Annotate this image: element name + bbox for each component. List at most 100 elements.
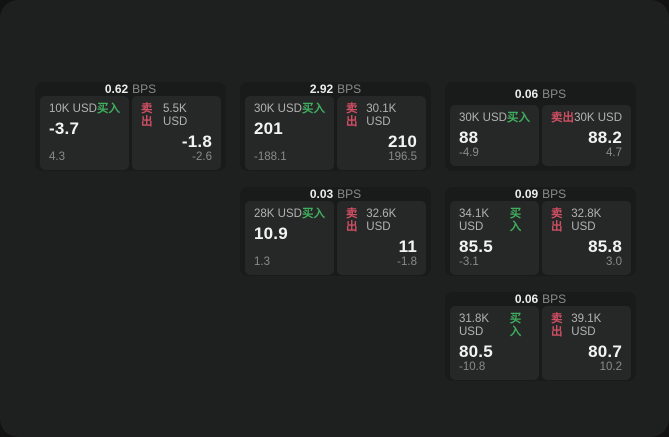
buy-price: 88	[459, 128, 479, 147]
sell-amount: 5.5K USD	[163, 103, 188, 128]
buy-amount: 31.8K USD	[459, 313, 490, 338]
sell-price: 210	[388, 132, 417, 151]
quote-card: 0.62 BPS 10K USD 买入 -3.7 4.3 卖出 5.5K USD…	[35, 82, 226, 171]
sell-delta: 10.2	[599, 361, 622, 373]
spread-bps-unit: BPS	[542, 187, 567, 201]
quote-cells: 31.8K USD 买入 80.5 -10.8 卖出 39.1K USD 80.…	[450, 306, 631, 380]
buy-quote-cell[interactable]: 30K USD 买入 201 -188.1	[245, 96, 334, 170]
sell-price: 88.2	[588, 128, 622, 147]
sell-quote-cell[interactable]: 卖出 32.8K USD 85.8 3.0	[542, 201, 631, 275]
buy-cell-top: 30K USD 买入	[254, 103, 325, 116]
sell-cell-top: 卖出 30K USD	[551, 112, 622, 125]
buy-amount: 30K USD	[459, 112, 507, 124]
sell-price: 80.7	[588, 342, 622, 361]
buy-delta: 4.3	[49, 151, 65, 163]
quote-card: 0.06 BPS 30K USD 买入 88 -4.9 卖出 30K USD 8…	[445, 82, 636, 171]
buy-amount: 10K USD	[49, 103, 97, 115]
spread-bps-unit: BPS	[337, 187, 362, 201]
buy-price: 85.5	[459, 237, 493, 256]
quote-cells: 10K USD 买入 -3.7 4.3 卖出 5.5K USD -1.8 -2.…	[40, 96, 221, 170]
sell-delta: -2.6	[192, 151, 212, 163]
quote-cells: 34.1K USD 买入 85.5 -3.1 卖出 32.8K USD 85.8…	[450, 201, 631, 275]
spread-bps-value: 0.62	[104, 82, 129, 96]
buy-side-label: 买入	[507, 112, 530, 124]
card-header: 2.92 BPS	[240, 82, 431, 96]
spread-bps-unit: BPS	[337, 82, 362, 96]
quote-card: 0.03 BPS 28K USD 买入 10.9 1.3 卖出 32.6K US…	[240, 187, 431, 276]
buy-cell-top: 10K USD 买入	[49, 103, 120, 116]
sell-quote-cell[interactable]: 卖出 39.1K USD 80.7 10.2	[542, 306, 631, 380]
spread-bps-value: 0.06	[514, 86, 539, 101]
sell-quote-cell[interactable]: 卖出 32.6K USD 11 -1.8	[337, 201, 426, 275]
buy-cell-top: 28K USD 买入	[254, 208, 325, 221]
card-header: 0.62 BPS	[35, 82, 226, 96]
sell-amount: 32.8K USD	[571, 208, 602, 233]
sell-cell-top: 卖出 39.1K USD	[551, 313, 622, 339]
buy-price: 201	[254, 119, 283, 138]
card-header: 0.09 BPS	[445, 187, 636, 201]
quote-cells: 30K USD 买入 201 -188.1 卖出 30.1K USD 210 1…	[245, 96, 426, 170]
card-header: 0.06 BPS	[445, 292, 636, 306]
sell-quote-cell[interactable]: 卖出 30.1K USD 210 196.5	[337, 96, 426, 170]
sell-cell-top: 卖出 30.1K USD	[346, 103, 417, 129]
sell-cell-top: 卖出 32.6K USD	[346, 208, 417, 234]
buy-amount: 30K USD	[254, 103, 302, 115]
buy-delta: -10.8	[459, 361, 486, 373]
sell-amount: 39.1K USD	[571, 313, 602, 338]
sell-delta: -1.8	[397, 256, 417, 268]
quote-card: 0.09 BPS 34.1K USD 买入 85.5 -3.1 卖出 32.8K…	[445, 187, 636, 276]
sell-cell-top: 卖出 5.5K USD	[141, 103, 212, 129]
buy-quote-cell[interactable]: 34.1K USD 买入 85.5 -3.1	[450, 201, 539, 275]
buy-amount: 34.1K USD	[459, 208, 490, 233]
sell-amount: 32.6K USD	[366, 208, 397, 233]
sell-amount: 30K USD	[574, 112, 622, 124]
buy-price: 80.5	[459, 342, 493, 361]
quote-cells: 30K USD 买入 88 -4.9 卖出 30K USD 88.2 4.7	[450, 105, 631, 166]
sell-quote-cell[interactable]: 卖出 30K USD 88.2 4.7	[542, 105, 631, 166]
card-header: 0.06 BPS	[445, 82, 636, 105]
quote-cells: 28K USD 买入 10.9 1.3 卖出 32.6K USD 11 -1.8	[245, 201, 426, 275]
sell-delta: 4.7	[606, 147, 622, 159]
buy-price: -3.7	[49, 119, 80, 138]
spread-bps-value: 2.92	[309, 82, 334, 96]
quote-card: 2.92 BPS 30K USD 买入 201 -188.1 卖出 30.1K …	[240, 82, 431, 171]
spread-bps-unit: BPS	[542, 292, 567, 306]
buy-cell-top: 31.8K USD 买入	[459, 313, 530, 339]
buy-side-label: 买入	[302, 208, 325, 220]
buy-amount: 28K USD	[254, 208, 302, 220]
spread-bps-unit: BPS	[132, 82, 157, 96]
buy-quote-cell[interactable]: 30K USD 买入 88 -4.9	[450, 105, 539, 166]
buy-side-label: 买入	[97, 103, 120, 115]
sell-side-label: 卖出	[346, 103, 358, 128]
sell-side-label: 卖出	[346, 208, 358, 233]
spread-bps-value: 0.09	[514, 187, 539, 201]
buy-side-label: 买入	[509, 313, 522, 338]
sell-side-label: 卖出	[551, 208, 563, 233]
sell-amount: 30.1K USD	[366, 103, 397, 128]
buy-delta: -4.9	[459, 147, 479, 159]
buy-cell-top: 34.1K USD 买入	[459, 208, 530, 234]
sell-delta: 196.5	[388, 151, 417, 163]
buy-delta: -3.1	[459, 256, 479, 268]
sell-price: -1.8	[181, 132, 212, 151]
quote-grid: 0.62 BPS 10K USD 买入 -3.7 4.3 卖出 5.5K USD…	[35, 82, 636, 381]
spread-bps-value: 0.03	[309, 187, 334, 201]
sell-cell-top: 卖出 32.8K USD	[551, 208, 622, 234]
buy-quote-cell[interactable]: 28K USD 买入 10.9 1.3	[245, 201, 334, 275]
buy-cell-top: 30K USD 买入	[459, 112, 530, 125]
sell-side-label: 卖出	[141, 103, 153, 128]
sell-side-label: 卖出	[551, 313, 563, 338]
spread-bps-value: 0.06	[514, 292, 539, 306]
sell-quote-cell[interactable]: 卖出 5.5K USD -1.8 -2.6	[132, 96, 221, 170]
buy-quote-cell[interactable]: 10K USD 买入 -3.7 4.3	[40, 96, 129, 170]
buy-delta: -188.1	[254, 151, 287, 163]
spread-bps-unit: BPS	[542, 86, 567, 101]
quote-card: 0.06 BPS 31.8K USD 买入 80.5 -10.8 卖出 39.1…	[445, 292, 636, 381]
card-header: 0.03 BPS	[240, 187, 431, 201]
buy-price: 10.9	[254, 224, 288, 243]
sell-price: 11	[398, 237, 417, 256]
buy-delta: 1.3	[254, 256, 270, 268]
sell-price: 85.8	[588, 237, 622, 256]
buy-quote-cell[interactable]: 31.8K USD 买入 80.5 -10.8	[450, 306, 539, 380]
